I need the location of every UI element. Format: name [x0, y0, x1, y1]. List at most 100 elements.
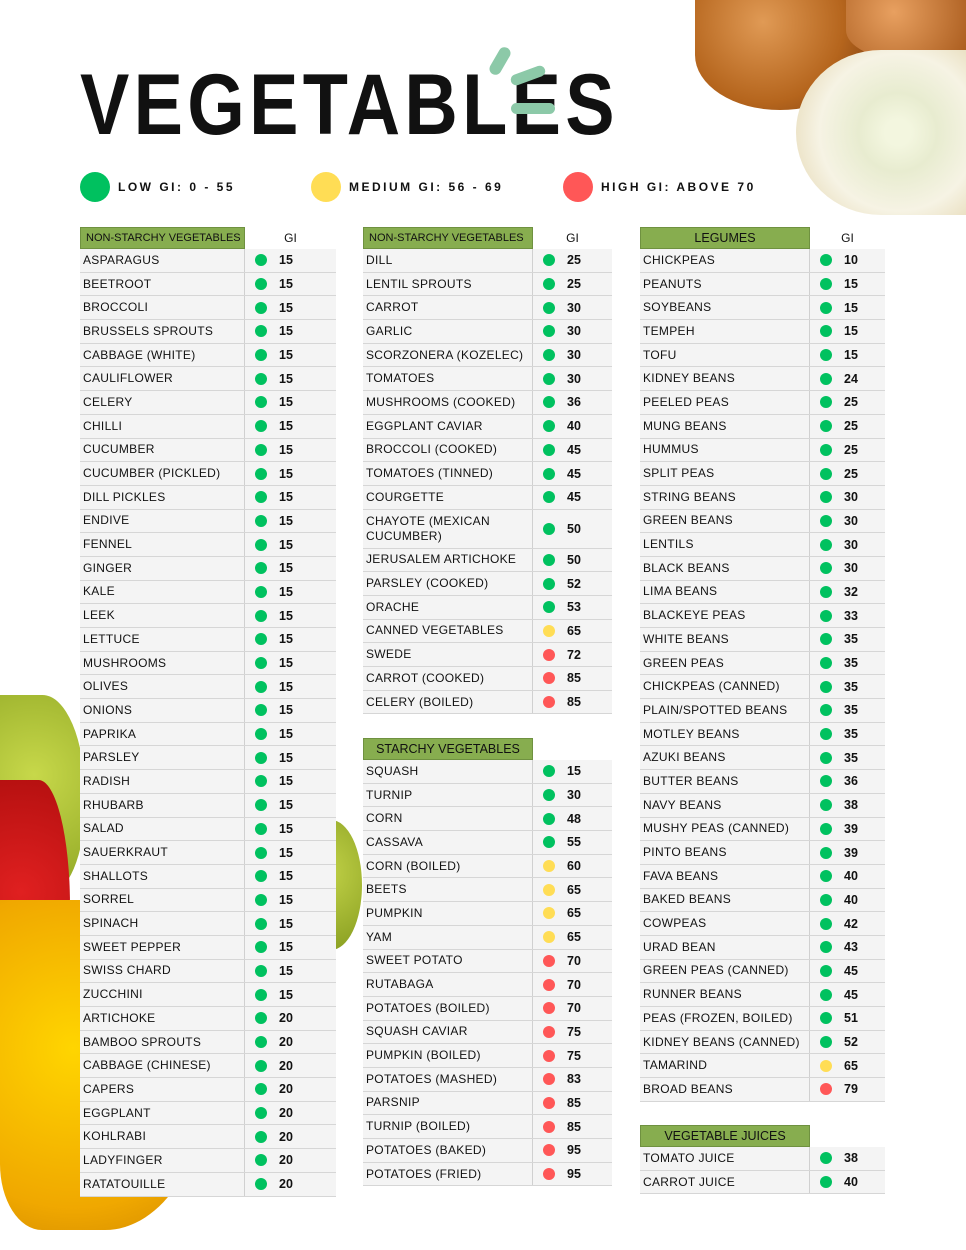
table-row: RUTABAGA 70 [363, 973, 612, 997]
food-name: LENTIL SPROUTS [363, 272, 533, 296]
food-name: CORN [363, 807, 533, 831]
table-row: RUNNER BEANS 45 [640, 983, 885, 1007]
gi-value: 75 [567, 1048, 581, 1063]
gi-value: 45 [567, 442, 581, 457]
gi-value: 25 [567, 253, 581, 268]
gi-value: 15 [279, 798, 293, 813]
food-name: MUSHY PEAS (CANNED) [640, 817, 810, 841]
table-row: KIDNEY BEANS (CANNED) 52 [640, 1030, 885, 1055]
food-name: NAVY BEANS [640, 793, 810, 817]
table-row: TOMATO JUICE 38 [640, 1147, 885, 1171]
gi-value: 15 [279, 395, 293, 410]
table-row: TOMATOES 30 [363, 367, 612, 392]
table-row: PEAS (FROZEN, BOILED) 51 [640, 1007, 885, 1031]
gi-value: 15 [279, 727, 293, 742]
gi-value: 15 [844, 300, 858, 315]
table-row: SWEDE 72 [363, 643, 612, 667]
food-name: COURGETTE [363, 485, 533, 509]
gi-value: 65 [567, 623, 581, 638]
food-name: SPLIT PEAS [640, 462, 810, 485]
table-row: LENTILS 30 [640, 533, 885, 557]
table-row: CASSAVA 55 [363, 831, 612, 855]
table-row: PARSLEY 15 [80, 746, 336, 771]
low-gi-dot-icon [543, 301, 555, 314]
food-name: PUMPKIN (BOILED) [363, 1044, 533, 1067]
low-gi-dot-icon [820, 491, 832, 504]
onion-half-image [796, 50, 966, 215]
food-name: POTATOES (MASHED) [363, 1067, 533, 1091]
food-name: HUMMUS [640, 438, 810, 462]
food-name: SOYBEANS [640, 296, 810, 320]
gi-value: 72 [567, 647, 581, 662]
table-row: FAVA BEANS 40 [640, 864, 885, 889]
food-name: PAPRIKA [80, 722, 245, 746]
food-name: BROCCOLI (COOKED) [363, 438, 533, 462]
food-name: CUCUMBER (PICKLED) [80, 462, 245, 485]
food-name: YAM [363, 925, 533, 949]
table-title: NON-STARCHY VEGETABLES [363, 227, 533, 249]
gi-value: 15 [279, 869, 293, 884]
low-gi-dot-icon [255, 514, 267, 527]
high-gi-dot-icon [543, 696, 555, 709]
table-row: BLACKEYE PEAS 33 [640, 604, 885, 628]
table-row: CELERY (BOILED) 85 [363, 690, 612, 715]
high-gi-dot-icon [543, 978, 555, 991]
gi-value: 15 [279, 324, 293, 339]
low-gi-dot-icon [820, 680, 832, 693]
food-name: ORACHE [363, 595, 533, 619]
high-gi-dot-icon [820, 1083, 832, 1096]
table-row: ENDIVE 15 [80, 509, 336, 534]
gi-value: 30 [844, 537, 858, 552]
table-row: LIMA BEANS 32 [640, 580, 885, 605]
low-gi-dot-icon [255, 396, 267, 409]
gi-value: 36 [567, 395, 581, 410]
gi-value: 20 [279, 1153, 293, 1168]
table-row: COURGETTE 45 [363, 485, 612, 510]
gi-value: 32 [844, 584, 858, 599]
table-row: POTATOES (FRIED) 95 [363, 1162, 612, 1187]
high-gi-dot-icon [543, 954, 555, 967]
low-gi-dot-icon [820, 941, 832, 954]
gi-value: 40 [844, 1175, 858, 1190]
table-row: POTATOES (MASHED) 83 [363, 1067, 612, 1092]
food-name: CUCUMBER [80, 438, 245, 462]
table-row: CABBAGE (WHITE) 15 [80, 343, 336, 368]
gi-value: 15 [279, 679, 293, 694]
low-gi-dot-icon [543, 577, 555, 590]
low-gi-dot-icon [820, 893, 832, 906]
gi-value: 36 [844, 774, 858, 789]
low-gi-dot-icon [255, 917, 267, 930]
gi-value: 45 [844, 963, 858, 978]
gi-value: 65 [567, 930, 581, 945]
gi-value: 15 [279, 300, 293, 315]
gi-value: 15 [279, 348, 293, 363]
table-row: TEMPEH 15 [640, 320, 885, 344]
food-name: STRING BEANS [640, 485, 810, 509]
table-row: SWISS CHARD 15 [80, 959, 336, 984]
low-gi-dot-icon [820, 562, 832, 575]
food-name: SQUASH [363, 760, 533, 783]
low-gi-dot-icon [820, 870, 832, 883]
gi-value: 15 [279, 253, 293, 268]
table-row: KOHLRABI 20 [80, 1125, 336, 1150]
table-row: BLACK BEANS 30 [640, 556, 885, 581]
table-row: FENNEL 15 [80, 533, 336, 557]
food-name: FENNEL [80, 533, 245, 556]
food-name: PARSNIP [363, 1091, 533, 1115]
gi-value: 35 [844, 703, 858, 718]
low-gi-dot-icon [820, 301, 832, 314]
food-name: CASSAVA [363, 831, 533, 854]
low-gi-dot-icon [255, 799, 267, 812]
food-name: ARTICHOKE [80, 1007, 245, 1030]
low-gi-dot-icon [820, 467, 832, 480]
gi-value: 30 [567, 788, 581, 803]
low-gi-dot-icon [543, 789, 555, 802]
table-row: ASPARAGUS 15 [80, 249, 336, 273]
medium-gi-dot-icon [820, 1059, 832, 1072]
gi-value: 15 [844, 348, 858, 363]
gi-value: 79 [844, 1082, 858, 1097]
low-gi-dot-icon [255, 349, 267, 362]
low-gi-dot-icon [820, 420, 832, 433]
table-row: SALAD 15 [80, 817, 336, 842]
food-name: PEANUTS [640, 272, 810, 296]
